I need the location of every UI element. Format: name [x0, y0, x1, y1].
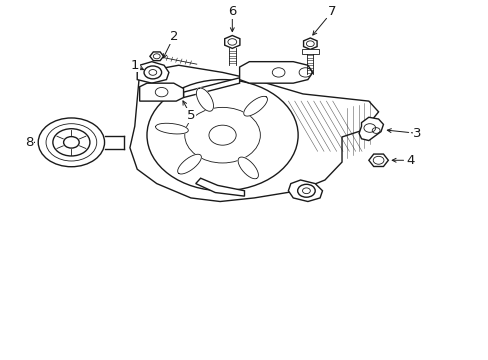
- Circle shape: [208, 125, 236, 145]
- Circle shape: [297, 184, 315, 197]
- Text: 5: 5: [186, 109, 195, 122]
- Polygon shape: [288, 180, 322, 202]
- Circle shape: [363, 124, 375, 132]
- Polygon shape: [155, 123, 188, 134]
- Text: 1: 1: [130, 59, 139, 72]
- Circle shape: [144, 66, 161, 79]
- Polygon shape: [195, 178, 244, 196]
- Polygon shape: [238, 157, 258, 179]
- Polygon shape: [183, 78, 239, 98]
- Polygon shape: [368, 154, 387, 166]
- Circle shape: [147, 80, 298, 191]
- Polygon shape: [358, 117, 383, 140]
- Text: 3: 3: [412, 127, 421, 140]
- Polygon shape: [196, 88, 213, 111]
- Circle shape: [63, 136, 79, 148]
- Polygon shape: [177, 154, 201, 174]
- Polygon shape: [140, 83, 183, 101]
- Polygon shape: [137, 62, 168, 83]
- Polygon shape: [239, 62, 312, 83]
- Circle shape: [53, 129, 90, 156]
- Circle shape: [38, 118, 104, 167]
- Polygon shape: [224, 36, 240, 48]
- Polygon shape: [130, 65, 378, 202]
- Polygon shape: [301, 49, 319, 54]
- Text: 6: 6: [228, 5, 236, 18]
- Text: 8: 8: [25, 136, 33, 149]
- Polygon shape: [150, 52, 163, 60]
- Text: 4: 4: [405, 154, 414, 167]
- Text: 2: 2: [169, 30, 178, 43]
- Polygon shape: [303, 38, 316, 49]
- Text: 7: 7: [327, 5, 336, 18]
- Polygon shape: [243, 96, 267, 116]
